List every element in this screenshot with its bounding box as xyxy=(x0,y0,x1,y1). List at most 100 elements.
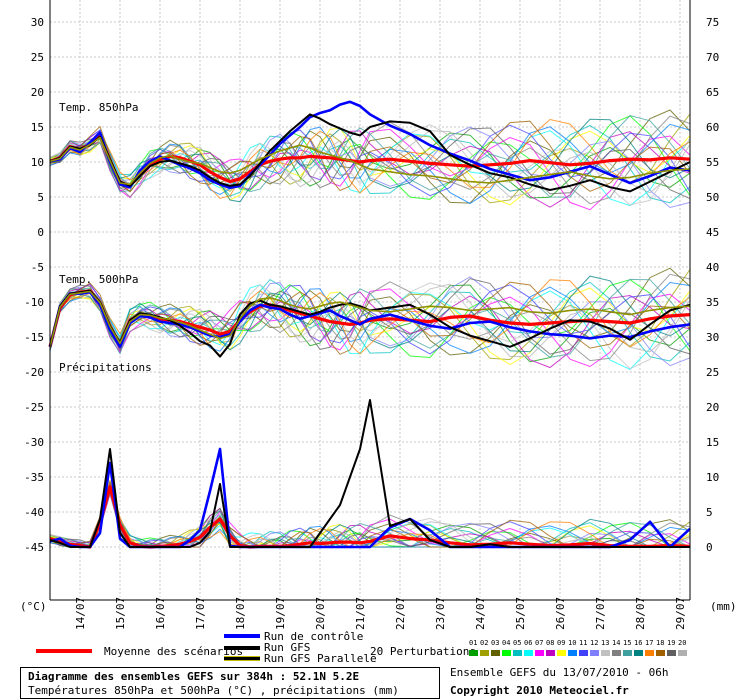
ensemble-info: Ensemble GEFS du 13/07/2010 - 06h xyxy=(450,666,669,679)
right-tick-label: 70 xyxy=(706,51,719,64)
perturbation-line xyxy=(49,481,691,548)
legend-mean-swatch xyxy=(36,649,92,653)
date-tick-label: 26/07 xyxy=(554,597,567,630)
perturbation-swatch xyxy=(480,650,489,656)
perturbation-number: 19 xyxy=(667,639,676,647)
left-tick-label: -10 xyxy=(24,296,44,309)
perturbation-number: 10 xyxy=(568,639,577,647)
legend-gfs-para-swatch xyxy=(224,656,260,661)
legend-gfs-label: Run GFS xyxy=(264,641,311,654)
perturbation-swatch xyxy=(579,650,588,656)
right-tick-label: 20 xyxy=(706,401,719,414)
left-tick-label: 20 xyxy=(31,86,44,99)
left-tick-label: -35 xyxy=(24,471,44,484)
legend-mean-label: Moyenne des scénarios xyxy=(104,645,244,658)
left-tick-label: -25 xyxy=(24,401,44,414)
date-tick-label: 22/07 xyxy=(394,597,407,630)
legend-gfs-swatch xyxy=(224,646,260,650)
perturbation-number: 02 xyxy=(480,639,489,647)
perturbation-line xyxy=(49,487,690,548)
left-tick-label: -15 xyxy=(24,331,44,344)
left-tick-label: -5 xyxy=(31,261,44,274)
perturbation-number: 17 xyxy=(645,639,654,647)
perturbation-number: 06 xyxy=(524,639,533,647)
perturbation-swatch xyxy=(557,650,566,656)
perturbation-swatch xyxy=(469,650,478,656)
right-tick-label: 25 xyxy=(706,366,719,379)
right-tick-label: 15 xyxy=(706,436,719,449)
legend-control-swatch xyxy=(224,634,260,638)
perturbation-lines xyxy=(49,109,691,548)
panel-label-precip: Précipitations xyxy=(59,361,152,374)
date-tick-label: 27/07 xyxy=(594,597,607,630)
panel-label-t850: Temp. 850hPa xyxy=(59,101,138,114)
date-tick-label: 16/07 xyxy=(154,597,167,630)
perturbation-number: 15 xyxy=(623,639,632,647)
left-tick-label: -20 xyxy=(24,366,44,379)
perturbation-line xyxy=(49,130,691,198)
right-tick-label: 35 xyxy=(706,296,719,309)
series-line-t850-run-de-controle xyxy=(49,100,691,190)
right-tick-label: 75 xyxy=(706,16,719,29)
right-unit-label: (mm) xyxy=(710,600,737,613)
perturbation-line xyxy=(49,278,691,362)
perturbation-number: 18 xyxy=(656,639,665,647)
date-tick-label: 20/07 xyxy=(314,597,327,630)
right-tick-label: 30 xyxy=(706,331,719,344)
title-box xyxy=(20,667,440,699)
right-tick-label: 5 xyxy=(706,506,713,519)
perturbation-line xyxy=(49,279,691,356)
perturbation-swatch xyxy=(568,650,577,656)
right-tick-label: 55 xyxy=(706,156,719,169)
left-tick-label: 0 xyxy=(37,226,44,239)
right-tick-label: 65 xyxy=(706,86,719,99)
perturbation-line xyxy=(49,118,691,203)
right-tick-label: 40 xyxy=(706,261,719,274)
perturbation-line xyxy=(49,275,691,353)
perturbation-number: 03 xyxy=(491,639,500,647)
perturbation-swatch xyxy=(513,650,522,656)
perturbation-number: 01 xyxy=(469,639,478,647)
perturbation-number: 16 xyxy=(634,639,643,647)
perturbation-swatch xyxy=(524,650,533,656)
left-unit-label: (°C) xyxy=(20,600,47,613)
perturbation-number: 08 xyxy=(546,639,555,647)
perturbation-swatch xyxy=(601,650,610,656)
left-tick-label: -45 xyxy=(24,541,44,554)
perturbation-line xyxy=(49,115,691,205)
perturbation-line xyxy=(49,118,691,199)
perturbation-number: 13 xyxy=(601,639,610,647)
date-tick-label: 29/07 xyxy=(674,597,687,630)
date-tick-label: 23/07 xyxy=(434,597,447,630)
perturbation-number: 04 xyxy=(502,639,511,647)
perturbation-swatch xyxy=(491,650,500,656)
perturbation-line xyxy=(49,120,691,193)
right-tick-label: 45 xyxy=(706,226,719,239)
perturbation-swatch xyxy=(645,650,654,656)
series-line-t500-run-gfs xyxy=(49,289,691,358)
perturbation-swatch xyxy=(590,650,599,656)
left-tick-label: -30 xyxy=(24,436,44,449)
legend-perturbations-label: 20 Perturbations xyxy=(370,645,476,658)
series-line-precip-run-gfs xyxy=(49,399,690,548)
main-series-lines xyxy=(48,100,691,549)
left-tick-label: 10 xyxy=(31,156,44,169)
panel-label-t500: Temp. 500hPa xyxy=(59,273,138,286)
date-tick-label: 19/07 xyxy=(274,597,287,630)
left-tick-label: 15 xyxy=(31,121,44,134)
chart-subtitle: Températures 850hPa et 500hPa (°C) , pré… xyxy=(28,684,399,697)
right-tick-label: 60 xyxy=(706,121,719,134)
series-line-t850-run-gfs xyxy=(49,113,691,193)
perturbation-number: 12 xyxy=(590,639,599,647)
perturbation-swatch xyxy=(656,650,665,656)
date-tick-label: 25/07 xyxy=(514,597,527,630)
date-tick-label: 28/07 xyxy=(634,597,647,630)
copyright: Copyright 2010 Meteociel.fr xyxy=(450,684,629,697)
grid xyxy=(50,0,690,597)
series-line-precip-moyenne-des-scenarios xyxy=(49,485,691,549)
left-tick-label: 5 xyxy=(37,191,44,204)
left-tick-label: -40 xyxy=(24,506,44,519)
perturbation-number: 07 xyxy=(535,639,544,647)
